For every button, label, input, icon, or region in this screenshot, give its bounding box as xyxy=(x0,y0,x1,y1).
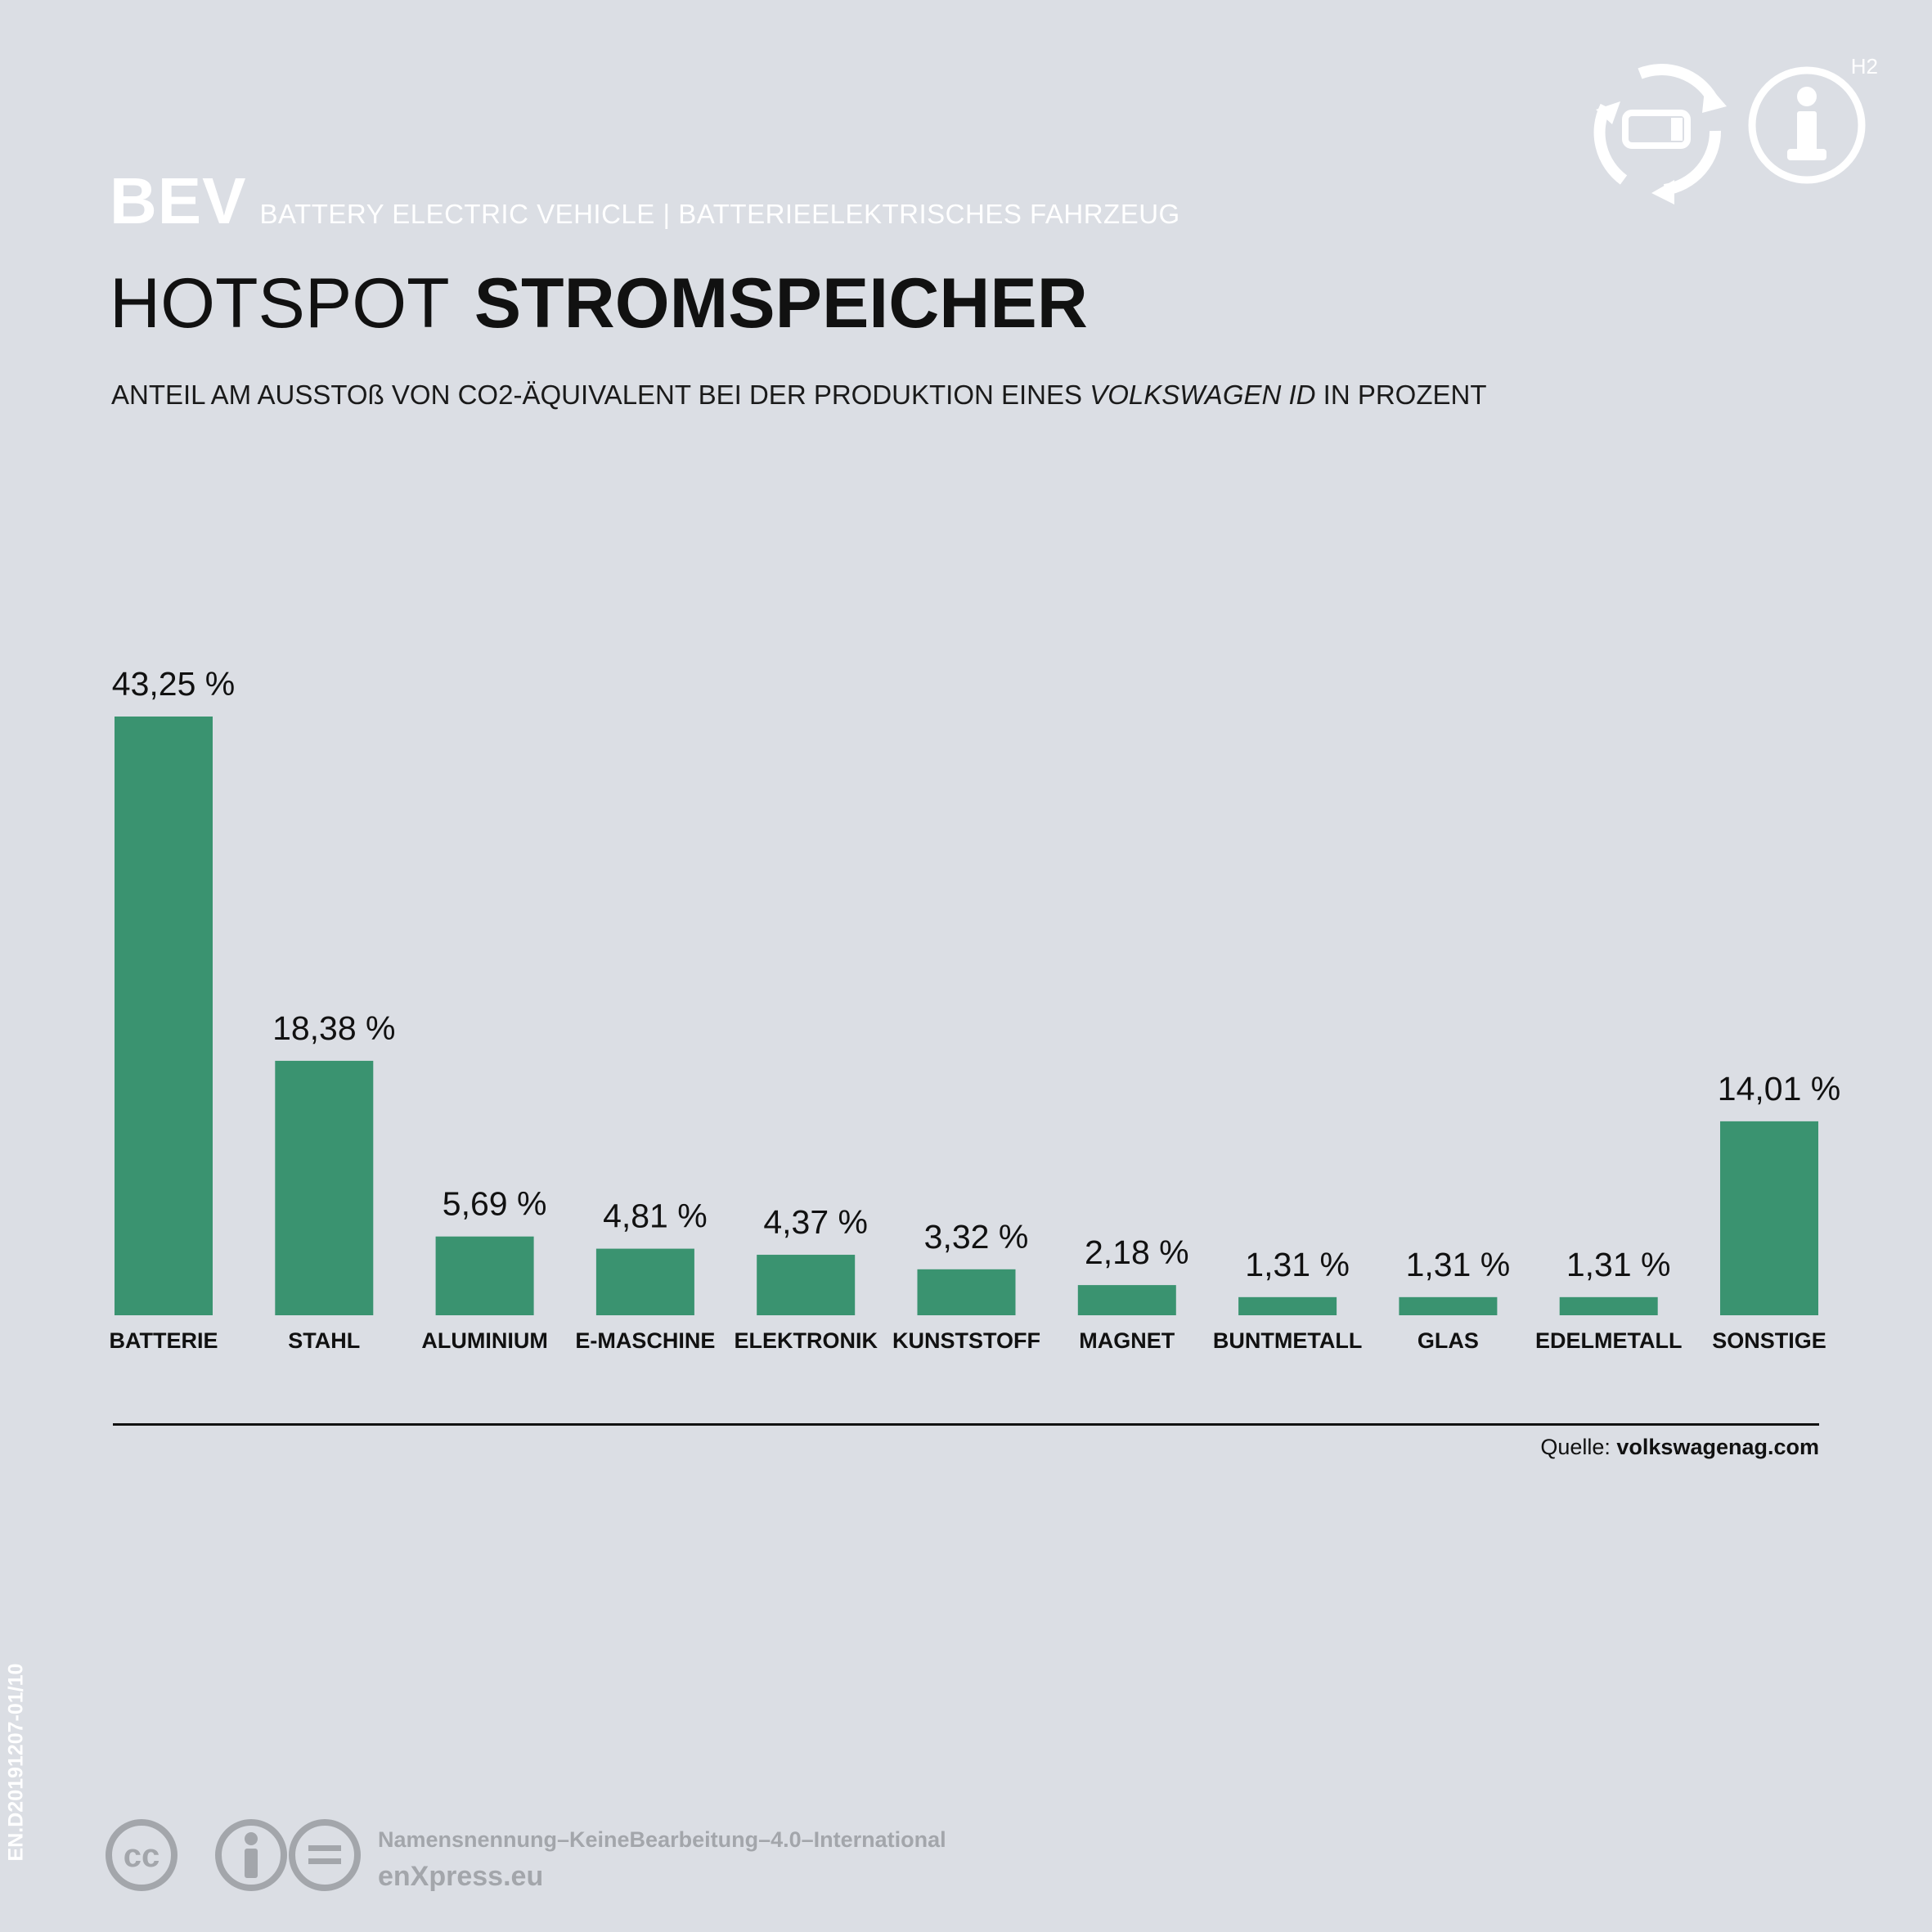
title-light: HOTSPOT xyxy=(110,264,450,343)
value-label: 43,25 % xyxy=(112,665,235,703)
page-title: HOTSPOT STROMSPEICHER xyxy=(110,263,1088,344)
source-prefix: Quelle: xyxy=(1540,1435,1617,1459)
value-label: 1,31 % xyxy=(1406,1246,1511,1283)
category-label: GLAS xyxy=(1418,1328,1479,1353)
license-block: Namensnennung–KeineBearbeitung–4.0–Inter… xyxy=(378,1827,946,1893)
h2-badge: H2 xyxy=(1851,54,1878,79)
category-label: BATTERIE xyxy=(110,1328,218,1353)
bar-buntmetall xyxy=(1238,1296,1337,1315)
bar-glas xyxy=(1399,1296,1498,1315)
value-label: 1,31 % xyxy=(1245,1246,1350,1283)
bar-e-maschine xyxy=(595,1248,694,1315)
svg-text:cc: cc xyxy=(124,1838,160,1874)
category-label: STAHL xyxy=(288,1328,360,1353)
subtitle-part-2: IN PROZENT xyxy=(1315,380,1487,410)
value-label: 1,31 % xyxy=(1566,1246,1671,1283)
info-icon[interactable] xyxy=(1748,66,1866,184)
category-label: ALUMINIUM xyxy=(421,1328,547,1353)
value-label: 3,32 % xyxy=(924,1218,1029,1256)
bar-elektronik xyxy=(757,1255,856,1315)
category-label: EDELMETALL xyxy=(1535,1328,1682,1353)
bar-magnet xyxy=(1077,1285,1176,1315)
title-bold: STROMSPEICHER xyxy=(474,264,1088,343)
attribution-icon xyxy=(215,1819,287,1891)
cc-icon: cc xyxy=(106,1819,177,1891)
category-label: ELEKTRONIK xyxy=(734,1328,878,1353)
header-short-title: BEV xyxy=(110,164,247,237)
value-label: 5,69 % xyxy=(443,1185,547,1223)
source-credit: Quelle: volkswagenag.com xyxy=(1540,1435,1819,1460)
header: BEV BATTERY ELECTRIC VEHICLE | BATTERIEEL… xyxy=(110,164,1180,239)
bar-kunststoff xyxy=(917,1269,1016,1315)
header-long-title: BATTERY ELECTRIC VEHICLE | BATTERIEELEKT… xyxy=(259,199,1180,229)
category-label: BUNTMETALL xyxy=(1213,1328,1362,1353)
value-label: 14,01 % xyxy=(1718,1070,1840,1108)
chart-subtitle: ANTEIL AM AUSSTOß VON CO2-ÄQUIVALENT BEI… xyxy=(111,380,1487,411)
document-code: EN.D20191207-01/10 xyxy=(4,1663,28,1862)
bar-aluminium xyxy=(435,1236,534,1315)
subtitle-italic: VOLKSWAGEN ID xyxy=(1090,380,1316,410)
bar-edelmetall xyxy=(1559,1296,1658,1315)
category-label: KUNSTSTOFF xyxy=(892,1328,1040,1353)
source-link[interactable]: volkswagenag.com xyxy=(1616,1435,1819,1459)
category-label: MAGNET xyxy=(1079,1328,1175,1353)
top-icons: H2 xyxy=(1593,54,1878,204)
value-label: 4,81 % xyxy=(603,1197,708,1235)
no-derivatives-icon xyxy=(289,1819,361,1891)
recycle-vehicle-icon[interactable] xyxy=(1593,64,1727,204)
category-label: E-MASCHINE xyxy=(575,1328,715,1353)
license-site-link[interactable]: enXpress.eu xyxy=(378,1861,544,1892)
value-label: 4,37 % xyxy=(763,1203,868,1241)
license-icons: cc xyxy=(106,1819,361,1891)
bar-sonstige xyxy=(1720,1121,1818,1315)
subtitle-part-1: ANTEIL AM AUSSTOß VON CO2-ÄQUIVALENT BEI… xyxy=(111,380,1090,410)
value-label: 2,18 % xyxy=(1085,1233,1189,1271)
bar-batterie xyxy=(115,717,213,1315)
chart-baseline xyxy=(113,1423,1819,1426)
bar-stahl xyxy=(275,1060,374,1315)
category-label: SONSTIGE xyxy=(1712,1328,1826,1353)
value-label: 18,38 % xyxy=(272,1009,395,1047)
license-name: Namensnennung–KeineBearbeitung–4.0–Inter… xyxy=(378,1827,946,1852)
